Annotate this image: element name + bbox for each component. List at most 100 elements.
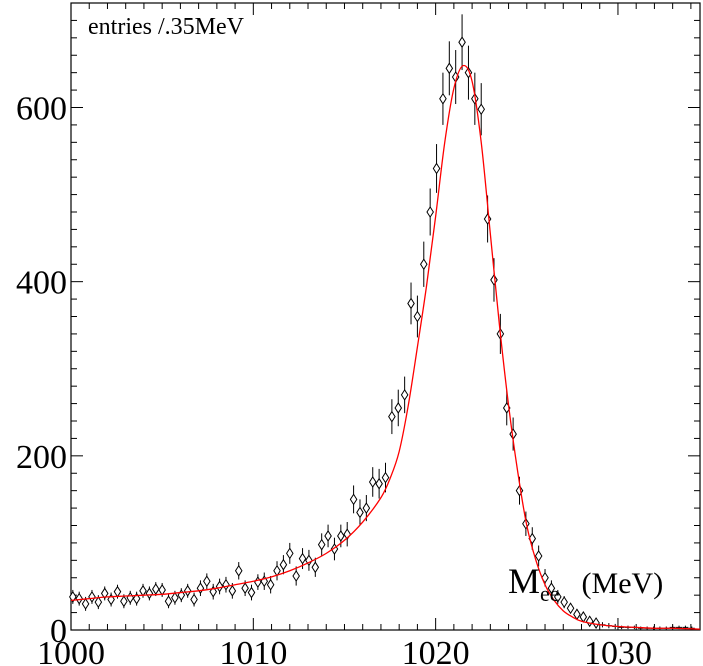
diamond-marker [534,550,543,562]
data-point [547,580,556,597]
data-point [388,399,396,435]
data-point [222,576,230,593]
y-tick-label: 600 [16,91,67,128]
diamond-marker [419,258,428,271]
data-point [579,611,588,623]
diamond-marker [515,484,524,497]
data-point [260,572,269,590]
data-point [69,589,77,604]
data-point [592,617,600,629]
axis-ticks [70,3,700,631]
data-point [234,562,243,580]
diamond-marker [279,558,288,571]
data-point [247,584,256,601]
data-point [266,576,275,594]
data-point [285,542,294,564]
data-point [183,583,192,598]
diamond-marker [356,506,364,519]
data-point [458,14,466,71]
data-point [407,282,415,325]
data-point [413,295,422,338]
x-axis-label-unit: (MeV) [582,567,664,600]
diamond-marker [298,552,307,565]
data-point [317,533,326,556]
x-tick-labels: 1000 1010 1020 1030 [37,635,652,666]
data-point [203,573,211,590]
diamond-marker [203,575,211,588]
diamond-marker [349,493,358,506]
diamond-marker [324,530,332,542]
diamond-marker [75,592,83,605]
diamond-marker [337,530,345,542]
data-points [69,14,695,630]
diamond-marker [183,584,192,597]
diamond-marker [579,611,588,623]
data-point [209,583,218,600]
data-point [126,590,135,605]
data-point [88,589,96,604]
data-point [273,561,281,581]
data-point [324,524,332,548]
diamond-marker [407,297,415,310]
diamond-marker [292,570,300,582]
diamond-marker [547,582,556,595]
diamond-marker [311,561,320,574]
diamond-marker [413,310,422,323]
x-axis-label: Mee (MeV) [508,561,663,606]
data-point [560,596,568,609]
diamond-marker [458,36,466,49]
corner-label: entries /.35MeV [88,14,245,40]
data-point [553,589,562,604]
diamond-marker [439,92,447,105]
diamond-marker [113,585,122,598]
data-point [426,188,434,236]
diamond-marker [528,532,537,545]
diamond-marker [247,586,256,599]
diamond-marker [190,593,198,606]
diamond-marker [241,582,249,595]
diamond-marker [100,587,109,600]
x-axis-label-subscript: ee [540,581,560,606]
diamond-marker [69,590,77,603]
diamond-marker [196,582,205,595]
data-point [279,555,288,575]
x-tick-label: 1020 [402,635,470,666]
data-point [215,578,224,595]
data-point [451,50,460,105]
data-point [477,83,486,136]
data-point [394,389,403,427]
data-point [311,557,320,577]
data-point [132,591,141,606]
diamond-marker [234,564,243,577]
diamond-marker [426,206,434,218]
y-tick-label: 0 [50,613,67,650]
diamond-marker [394,402,403,414]
diamond-marker [400,388,409,401]
data-point [400,376,409,414]
diamond-marker [432,162,441,175]
y-tick-label: 200 [16,439,67,476]
data-point [100,586,109,601]
y-tick-labels: 0 200 400 600 [16,91,67,651]
diamond-marker [88,590,96,603]
data-point [196,580,205,597]
diamond-marker [228,584,237,597]
data-point [419,241,428,287]
data-point [254,574,262,590]
diamond-marker [445,62,454,75]
data-point [190,592,198,607]
data-point [566,602,575,615]
data-point [432,144,441,193]
data-point [439,72,447,125]
diamond-marker [139,584,147,597]
diamond-marker [362,502,371,515]
diamond-marker [592,617,600,629]
diamond-marker [126,591,135,604]
data-point [343,522,352,547]
data-point [292,566,300,586]
diamond-marker [171,591,179,604]
data-point [337,524,345,548]
diamond-marker [566,602,575,615]
plot-frame [70,2,701,631]
